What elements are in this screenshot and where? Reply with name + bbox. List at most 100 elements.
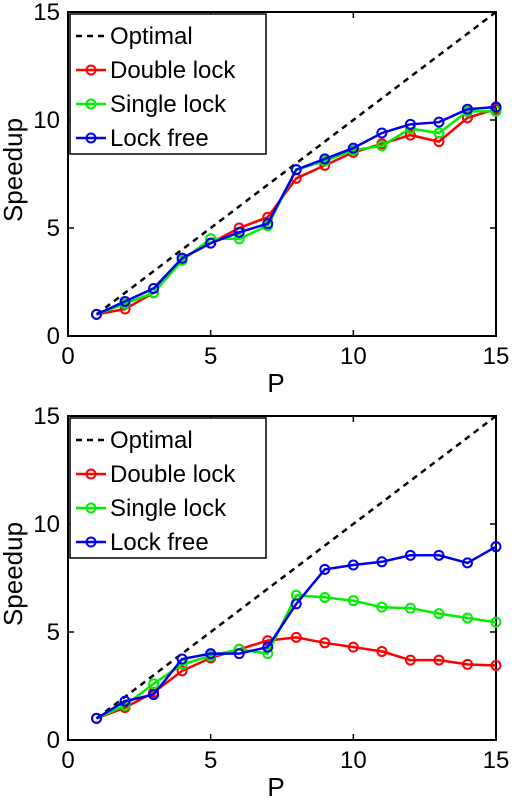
data-point: [319, 591, 331, 603]
series-lock-free: [91, 101, 502, 320]
y-tick-label: 0: [47, 323, 60, 350]
legend-marker: [85, 502, 97, 514]
data-point: [433, 654, 445, 666]
legend-item-lock-free: Lock free: [76, 529, 209, 556]
x-tick-label: 15: [483, 343, 510, 370]
data-point: [205, 648, 217, 660]
x-tick-label: 10: [340, 747, 367, 774]
series-line-lock-free: [95, 105, 497, 316]
data-point: [233, 226, 245, 238]
data-point: [376, 645, 388, 657]
data-point: [91, 308, 103, 320]
legend: Optimal Double lock Single lock Lock free: [69, 13, 267, 155]
data-point: [119, 695, 131, 707]
data-point: [376, 556, 388, 568]
y-tick-label: 10: [33, 107, 60, 134]
data-point: [347, 595, 359, 607]
legend-item-single-lock: Single lock: [76, 495, 227, 522]
series-double-lock: [91, 631, 502, 724]
speedup-chart-top: 0 5 10 15 0 5 10 15 P Speedup Optimal Double lock Si…: [0, 0, 510, 398]
data-point: [461, 103, 473, 115]
data-point: [319, 153, 331, 165]
plot-area-frame: [67, 11, 497, 337]
data-point: [347, 559, 359, 571]
legend-item-optimal: Optimal: [76, 23, 193, 50]
legend-box: [69, 13, 267, 155]
series-line-lock-free: [95, 545, 497, 720]
x-tick-label: 0: [61, 747, 74, 774]
data-point: [233, 233, 245, 245]
series-line-double-lock: [96, 636, 497, 720]
data-point: [461, 658, 473, 670]
data-point: [490, 616, 502, 628]
data-point: [205, 237, 217, 249]
legend-box: [69, 417, 267, 559]
series-single-lock: [91, 589, 502, 724]
legend-label: Double lock: [110, 461, 236, 488]
data-point: [262, 218, 274, 230]
data-point: [176, 252, 188, 264]
y-tick-label: 15: [33, 0, 60, 26]
data-point: [119, 295, 131, 307]
data-point: [376, 127, 388, 139]
data-point: [290, 164, 302, 176]
legend-marker: [85, 98, 97, 110]
data-point: [262, 648, 274, 660]
data-point: [376, 140, 388, 152]
speedup-chart-bottom: 0 5 10 15 0 5 10 15 P Speedup Optimal Double lock Si…: [0, 404, 510, 802]
legend-label: Optimal: [110, 427, 193, 454]
data-point: [433, 127, 445, 139]
data-point: [148, 678, 160, 690]
data-point: [490, 541, 502, 553]
legend-marker: [85, 64, 97, 76]
data-point: [404, 549, 416, 561]
y-axis-label: Speedup: [0, 118, 28, 222]
legend-marker: [85, 536, 97, 548]
x-tick-label: 5: [204, 747, 217, 774]
x-tick-label: 10: [340, 343, 367, 370]
x-tick-label: 0: [61, 343, 74, 370]
series-line-single-lock: [95, 593, 497, 720]
data-point: [176, 653, 188, 665]
y-tick-label: 10: [33, 511, 60, 538]
data-point: [461, 612, 473, 624]
x-tick-label: 15: [483, 747, 510, 774]
data-point: [91, 712, 103, 724]
data-point: [490, 101, 502, 113]
legend-item-lock-free: Lock free: [76, 125, 209, 152]
plot-area-frame: [67, 415, 497, 741]
data-point: [433, 116, 445, 128]
data-point: [148, 689, 160, 701]
legend-label: Lock free: [110, 125, 209, 152]
y-tick-label: 15: [33, 404, 60, 430]
data-point: [376, 601, 388, 613]
data-point: [490, 105, 502, 117]
data-point: [490, 659, 502, 671]
data-point: [404, 602, 416, 614]
legend-item-optimal: Optimal: [76, 427, 193, 454]
data-point: [176, 665, 188, 677]
x-axis-label: P: [267, 368, 284, 398]
x-axis-label: P: [267, 772, 284, 802]
legend-marker: [85, 132, 97, 144]
data-point: [290, 598, 302, 610]
data-point: [404, 654, 416, 666]
legend-label: Lock free: [110, 529, 209, 556]
y-tick-label: 5: [47, 619, 60, 646]
data-point: [319, 637, 331, 649]
series-lock-free: [91, 541, 502, 724]
legend-label: Optimal: [110, 23, 193, 50]
data-point: [319, 563, 331, 575]
data-point: [347, 142, 359, 154]
x-tick-label: 5: [204, 343, 217, 370]
y-tick-label: 0: [47, 727, 60, 754]
data-point: [433, 549, 445, 561]
data-point: [290, 631, 302, 643]
data-point: [404, 129, 416, 141]
data-point: [148, 282, 160, 294]
legend-item-double-lock: Double lock: [76, 461, 236, 488]
legend-label: Double lock: [110, 57, 236, 84]
legend: Optimal Double lock Single lock Lock free: [69, 417, 267, 559]
data-point: [461, 557, 473, 569]
data-point: [404, 118, 416, 130]
